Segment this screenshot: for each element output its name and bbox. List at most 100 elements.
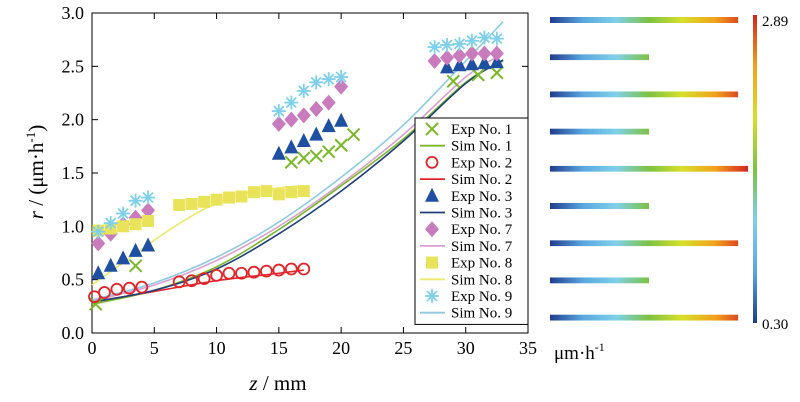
- sim-no-8-curve: [91, 185, 304, 286]
- exp-no-8-point: [297, 185, 310, 198]
- legend-marker-exp-no-2: [425, 155, 439, 169]
- exp-no-7-point: [489, 45, 504, 62]
- exp-no-8-point: [223, 191, 236, 204]
- exp-no-7-point: [309, 101, 324, 117]
- exp-no-9-point: [296, 83, 311, 98]
- x-tick-label: 0: [88, 338, 97, 358]
- exp-no-2-point: [185, 274, 199, 288]
- exp-no-2-point: [172, 275, 186, 289]
- rate-bar: [550, 277, 649, 284]
- exp-no-1-point: [284, 155, 299, 170]
- exp-no-8-point: [185, 197, 198, 210]
- exp-no-3-point: [452, 57, 467, 72]
- exp-no-9-point: [489, 31, 504, 46]
- exp-no-8-point: [235, 190, 248, 203]
- exp-no-3-point: [284, 139, 299, 154]
- experimental-points: [88, 30, 504, 311]
- exp-no-2-point: [98, 286, 111, 299]
- exp-no-3-point: [141, 237, 156, 252]
- y-tick-label: 1.0: [62, 216, 85, 236]
- x-tick-label: 5: [150, 338, 159, 358]
- colorbar-max-label: 2.89: [762, 14, 788, 30]
- exp-no-8-point: [198, 195, 211, 208]
- exp-no-3-point: [116, 250, 131, 265]
- exp-no-3-point: [477, 55, 492, 70]
- legend-label-exp-no-3: Exp No. 3: [451, 189, 512, 205]
- exp-no-2-points: [88, 262, 311, 304]
- rate-bar: [550, 128, 649, 135]
- x-tick-label: 35: [519, 338, 537, 358]
- x-axis-label: z / mm: [248, 371, 306, 395]
- x-tick-label: 20: [332, 338, 350, 358]
- exp-no-1-point: [490, 66, 504, 80]
- x-tick-label: 15: [270, 338, 288, 358]
- exp-no-8-point: [260, 185, 273, 198]
- rate-bar: [550, 54, 649, 61]
- legend-marker-exp-no-3: [425, 187, 439, 202]
- legend-label-exp-no-1: Exp No. 1: [451, 122, 512, 138]
- exp-no-3-point: [103, 257, 118, 272]
- exp-no-2-point: [135, 280, 149, 294]
- exp-no-7-points: [91, 45, 504, 252]
- rate-bar: [550, 165, 748, 172]
- exp-no-7-point: [452, 47, 467, 64]
- exp-no-1-point: [446, 74, 460, 88]
- exp-no-2-point: [110, 282, 124, 296]
- exp-no-8-point: [272, 188, 285, 201]
- y-tick-label: 3.0: [62, 3, 85, 23]
- exp-no-7-point: [296, 107, 311, 124]
- rate-bar: [550, 203, 649, 209]
- exp-no-8-point: [285, 186, 298, 199]
- exp-no-2-point: [297, 262, 311, 276]
- exp-no-9-point: [452, 36, 467, 51]
- y-tick-label: 1.5: [62, 163, 85, 183]
- exp-no-2-point: [272, 263, 286, 277]
- colorbar-unit-label: μm·h-1: [554, 340, 605, 364]
- exp-no-1-point: [128, 259, 143, 273]
- exp-no-2-point: [235, 266, 248, 280]
- legend-label-exp-no-8: Exp No. 8: [451, 256, 512, 272]
- rate-bar: [550, 240, 739, 247]
- sim-no-3-curve: [91, 59, 504, 303]
- exp-no-9-point: [284, 95, 299, 110]
- exp-no-9-point: [271, 104, 286, 119]
- exp-no-9-point: [464, 33, 479, 48]
- exp-no-3-point: [440, 59, 455, 74]
- x-tick-label: 10: [208, 338, 226, 358]
- legend-label-exp-no-2: Exp No. 2: [451, 155, 512, 171]
- exp-no-3-points: [91, 54, 504, 280]
- exp-no-2-point: [210, 268, 223, 282]
- exp-no-9-point: [128, 193, 143, 208]
- exp-no-1-point: [297, 151, 311, 165]
- exp-no-3-point: [464, 56, 479, 71]
- exp-no-3-point: [128, 242, 143, 257]
- legend-label-exp-no-7: Exp No. 7: [451, 222, 513, 238]
- exp-no-2-point: [284, 262, 298, 276]
- exp-no-1-point: [334, 138, 348, 152]
- exp-no-7-point: [284, 111, 299, 128]
- exp-no-7-point: [321, 94, 336, 111]
- exp-no-7-point: [440, 49, 455, 66]
- exp-no-8-point: [142, 215, 155, 227]
- legend-label-sim-no-7: Sim No. 7: [451, 239, 513, 255]
- exp-no-3-point: [271, 145, 286, 160]
- legend-marker-exp-no-8: [426, 256, 438, 269]
- exp-no-2-point: [259, 264, 273, 278]
- x-tick-label: 25: [394, 338, 412, 358]
- colorbar: [753, 15, 757, 323]
- y-tick-label: 0.0: [62, 323, 85, 343]
- exp-no-1-point: [346, 127, 361, 142]
- rate-bar: [550, 91, 739, 98]
- exp-no-7-point: [334, 78, 349, 95]
- exp-no-9-point: [321, 72, 336, 87]
- legend-marker-exp-no-1: [425, 122, 439, 136]
- colorbar-strip: [753, 15, 757, 323]
- exp-no-9-point: [116, 206, 131, 221]
- exp-no-3-point: [309, 126, 324, 141]
- legend-label-sim-no-8: Sim No. 8: [451, 272, 512, 288]
- exp-no-1-points: [89, 66, 504, 311]
- x-tick-label: 30: [457, 338, 475, 358]
- exp-no-7-point: [91, 235, 106, 252]
- legend-label-sim-no-1: Sim No. 1: [451, 139, 512, 155]
